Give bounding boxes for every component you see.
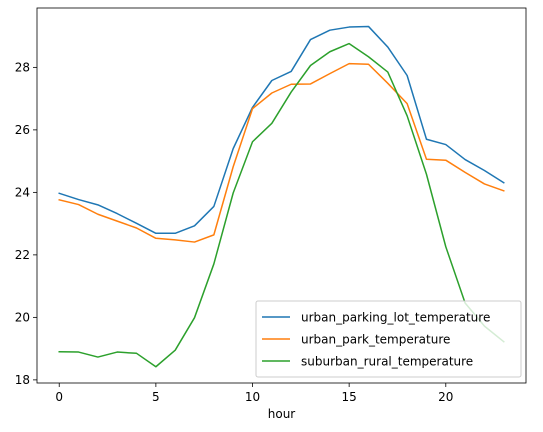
series-line-suburban-rural-temperature	[58, 42, 505, 368]
y-tick-label: 22	[15, 248, 30, 262]
x-tick-label: 10	[245, 390, 260, 404]
legend: urban_parking_lot_temperature urban_park_…	[255, 300, 522, 378]
y-axis: 18 20 22 24 26 28	[15, 61, 37, 387]
legend-label: suburban_rural_temperature	[301, 354, 473, 368]
legend-label: urban_parking_lot_temperature	[301, 310, 490, 324]
y-tick-label: 28	[15, 61, 30, 75]
series-layer	[58, 25, 505, 368]
series-line-urban-parking-lot-temperature	[58, 25, 505, 235]
x-axis-label: hour	[268, 407, 296, 421]
x-tick-label: 20	[438, 390, 453, 404]
y-tick-label: 26	[15, 123, 30, 137]
series-line-urban-park-temperature	[58, 62, 505, 243]
legend-label: urban_park_temperature	[301, 332, 450, 346]
plot-frame	[36, 7, 527, 384]
x-tick-label: 15	[342, 390, 357, 404]
x-tick-label: 0	[55, 390, 63, 404]
y-tick-label: 24	[15, 186, 30, 200]
x-tick-label: 5	[152, 390, 160, 404]
y-tick-label: 20	[15, 311, 30, 325]
legend-box	[255, 300, 522, 378]
y-tick-label: 18	[15, 373, 30, 387]
x-axis: 0 5 10 15 20	[55, 383, 453, 404]
